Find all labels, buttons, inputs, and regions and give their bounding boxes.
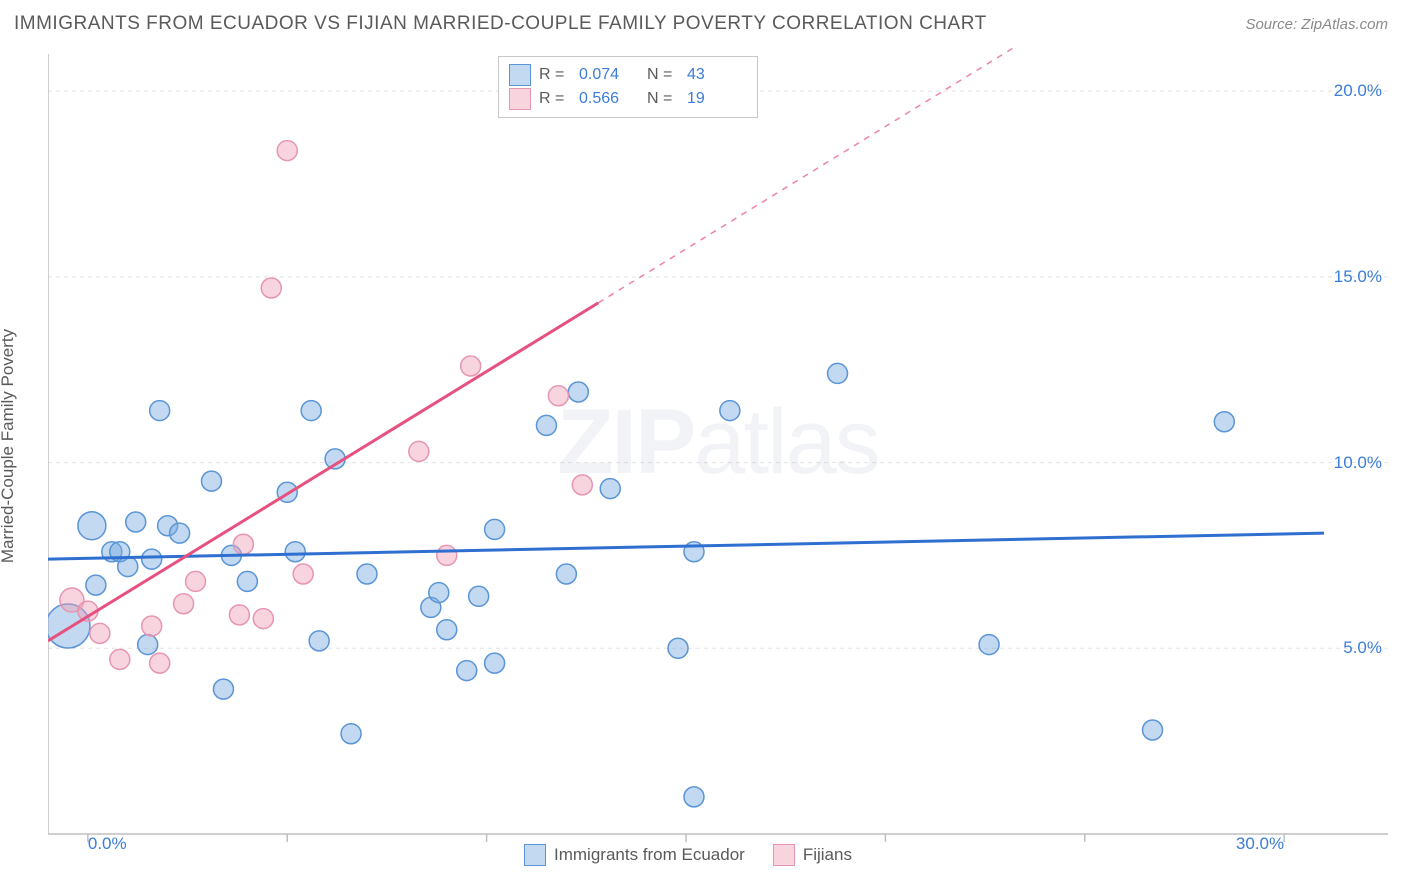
data-point [150, 401, 170, 421]
data-point [1143, 720, 1163, 740]
data-point [668, 638, 688, 658]
data-point [78, 512, 106, 540]
data-point [600, 479, 620, 499]
data-point [138, 635, 158, 655]
data-point [277, 141, 297, 161]
data-point [174, 594, 194, 614]
data-point [126, 512, 146, 532]
legend-r-label: R = [539, 90, 571, 108]
data-point [485, 653, 505, 673]
data-point [261, 278, 281, 298]
data-point [556, 564, 576, 584]
legend-row: R = 0.566 N = 19 [509, 87, 747, 111]
axis-tick-label: 20.0% [1334, 81, 1382, 101]
data-point [1214, 412, 1234, 432]
legend-swatch [524, 844, 546, 866]
legend-r-value: 0.566 [579, 90, 639, 108]
legend-n-value: 43 [687, 66, 747, 84]
axis-tick-label: 0.0% [88, 834, 127, 854]
data-point [142, 616, 162, 636]
legend-label: Immigrants from Ecuador [554, 845, 745, 865]
axis-tick-label: 30.0% [1236, 834, 1284, 854]
data-point [357, 564, 377, 584]
data-point [118, 557, 138, 577]
data-point [293, 564, 313, 584]
data-point [828, 363, 848, 383]
data-point [341, 724, 361, 744]
data-point [233, 534, 253, 554]
data-point [186, 571, 206, 591]
data-point [237, 571, 257, 591]
data-point [684, 787, 704, 807]
data-point [461, 356, 481, 376]
axis-tick-label: 15.0% [1334, 267, 1382, 287]
legend-label: Fijians [803, 845, 852, 865]
data-point [90, 623, 110, 643]
data-point [142, 549, 162, 569]
data-point [229, 605, 249, 625]
source-label: Source: ZipAtlas.com [1245, 16, 1388, 33]
data-point [457, 661, 477, 681]
legend-swatch [509, 64, 531, 86]
legend-correlation: R = 0.074 N = 43 R = 0.566 N = 19 [498, 56, 758, 118]
data-point [469, 586, 489, 606]
data-point [979, 635, 999, 655]
legend-n-value: 19 [687, 90, 747, 108]
data-point [309, 631, 329, 651]
data-point [429, 583, 449, 603]
data-point [150, 653, 170, 673]
data-point [437, 620, 457, 640]
data-point [720, 401, 740, 421]
data-point [536, 415, 556, 435]
data-point [437, 545, 457, 565]
data-point [409, 441, 429, 461]
scatter-plot [48, 48, 1388, 858]
data-point [568, 382, 588, 402]
data-point [485, 519, 505, 539]
legend-n-label: N = [647, 90, 679, 108]
trend-line [48, 303, 598, 641]
legend-swatch [509, 88, 531, 110]
data-point [253, 609, 273, 629]
data-point [301, 401, 321, 421]
data-point [285, 542, 305, 562]
data-point [548, 386, 568, 406]
legend-r-value: 0.074 [579, 66, 639, 84]
data-point [110, 649, 130, 669]
chart-title: IMMIGRANTS FROM ECUADOR VS FIJIAN MARRIE… [14, 13, 987, 35]
data-point [572, 475, 592, 495]
legend-n-label: N = [647, 66, 679, 84]
data-point [86, 575, 106, 595]
data-point [213, 679, 233, 699]
data-point [170, 523, 190, 543]
legend-r-label: R = [539, 66, 571, 84]
data-point [201, 471, 221, 491]
axis-tick-label: 10.0% [1334, 453, 1382, 473]
title-bar: IMMIGRANTS FROM ECUADOR VS FIJIAN MARRIE… [0, 0, 1406, 48]
legend-item: Immigrants from Ecuador [524, 844, 745, 866]
y-axis-label: Married-Couple Family Poverty [0, 329, 18, 563]
chart-area: ZIPatlas R = 0.074 N = 43 R = 0.566 N = … [48, 48, 1388, 858]
legend-swatch [773, 844, 795, 866]
axis-tick-label: 5.0% [1343, 638, 1382, 658]
legend-row: R = 0.074 N = 43 [509, 63, 747, 87]
legend-series: Immigrants from Ecuador Fijians [524, 844, 852, 866]
legend-item: Fijians [773, 844, 852, 866]
